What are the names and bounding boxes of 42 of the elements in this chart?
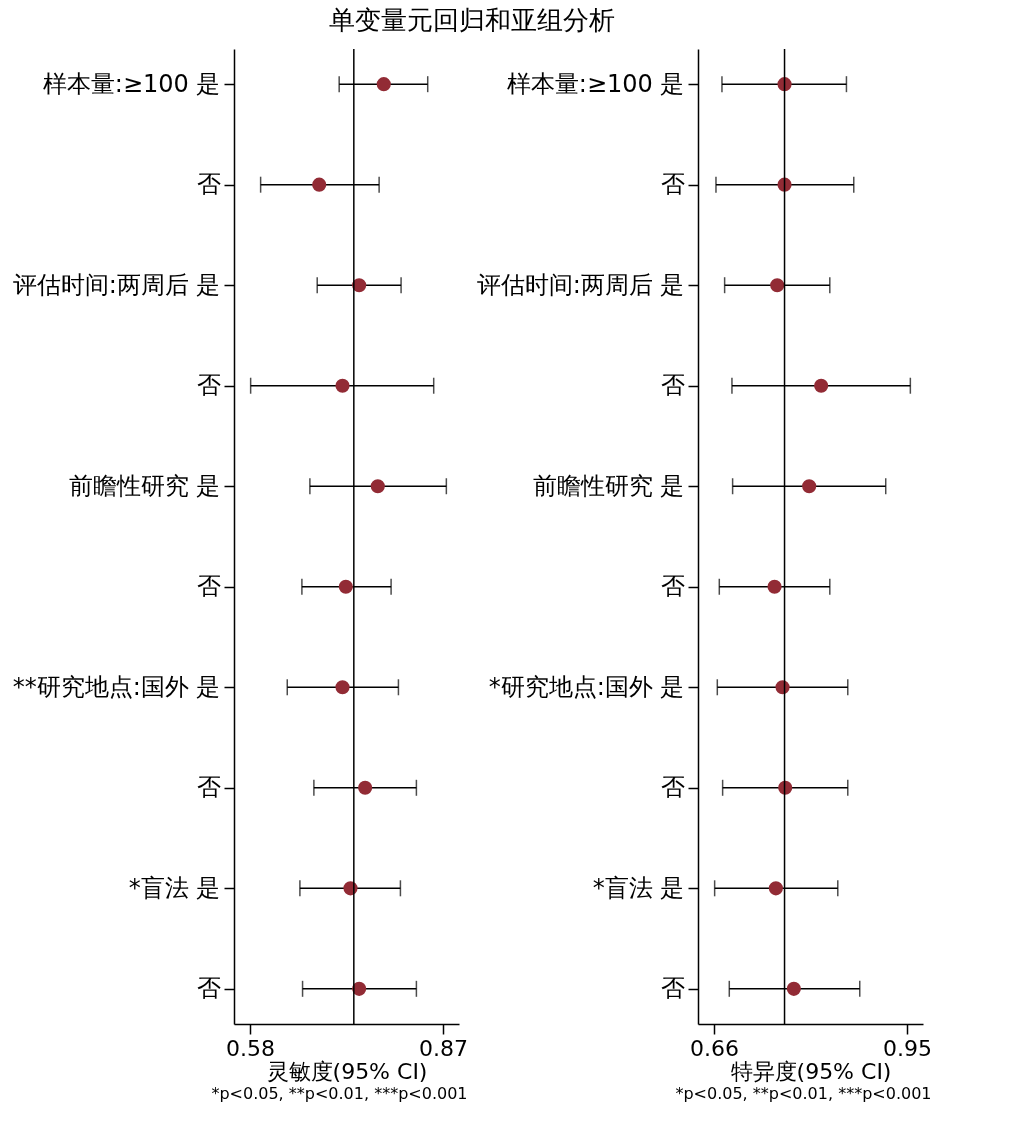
point <box>768 881 783 896</box>
point <box>802 479 817 494</box>
x-tick-label: 0.66 <box>689 1035 739 1061</box>
y-tick-label: 否 <box>196 572 221 601</box>
y-tick-label: 前瞻性研究 是 <box>532 471 685 500</box>
y-tick-label: 否 <box>196 371 221 400</box>
point <box>767 579 782 594</box>
point <box>376 77 391 92</box>
y-tick-label: 否 <box>660 170 685 199</box>
x-axis-title: 特异度(95% CI) <box>730 1058 892 1084</box>
y-tick-label: 评估时间:两周后 是 <box>12 270 221 299</box>
x-tick-label: 0.58 <box>225 1035 275 1061</box>
point <box>312 177 327 192</box>
y-tick-label: 评估时间:两周后 是 <box>476 270 685 299</box>
y-tick-label: *研究地点:国外 是 <box>488 672 685 701</box>
text: *p<0.05, **p<0.01, ***p<0.001 <box>211 1084 468 1103</box>
y-tick-label: *盲法 是 <box>592 873 685 902</box>
point <box>770 278 785 293</box>
y-tick-label: 样本量:≥100 是 <box>506 69 685 98</box>
point <box>335 680 350 695</box>
chart-title: 单变量元回归和亚组分析 <box>328 5 615 36</box>
x-tick-label: 0.87 <box>419 1035 469 1061</box>
y-tick-label: 否 <box>660 371 685 400</box>
x-tick-label: 0.95 <box>883 1035 933 1061</box>
y-tick-label: 否 <box>660 974 685 1003</box>
y-tick-label: 前瞻性研究 是 <box>68 471 221 500</box>
y-tick-label: 否 <box>196 773 221 802</box>
y-tick-label: 否 <box>660 773 685 802</box>
y-tick-label: 否 <box>196 974 221 1003</box>
y-tick-label: 样本量:≥100 是 <box>42 69 221 98</box>
point <box>786 981 801 996</box>
y-tick-label: 否 <box>660 572 685 601</box>
x-axis-title: 灵敏度(95% CI) <box>266 1058 428 1084</box>
y-tick-label: 否 <box>196 170 221 199</box>
y-tick-label: *盲法 是 <box>128 873 221 902</box>
point <box>335 378 350 393</box>
text: *p<0.05, **p<0.01, ***p<0.001 <box>675 1084 932 1103</box>
point <box>370 479 385 494</box>
point <box>358 780 373 795</box>
y-tick-label: **研究地点:国外 是 <box>12 672 221 701</box>
point <box>814 378 829 393</box>
point <box>338 579 353 594</box>
